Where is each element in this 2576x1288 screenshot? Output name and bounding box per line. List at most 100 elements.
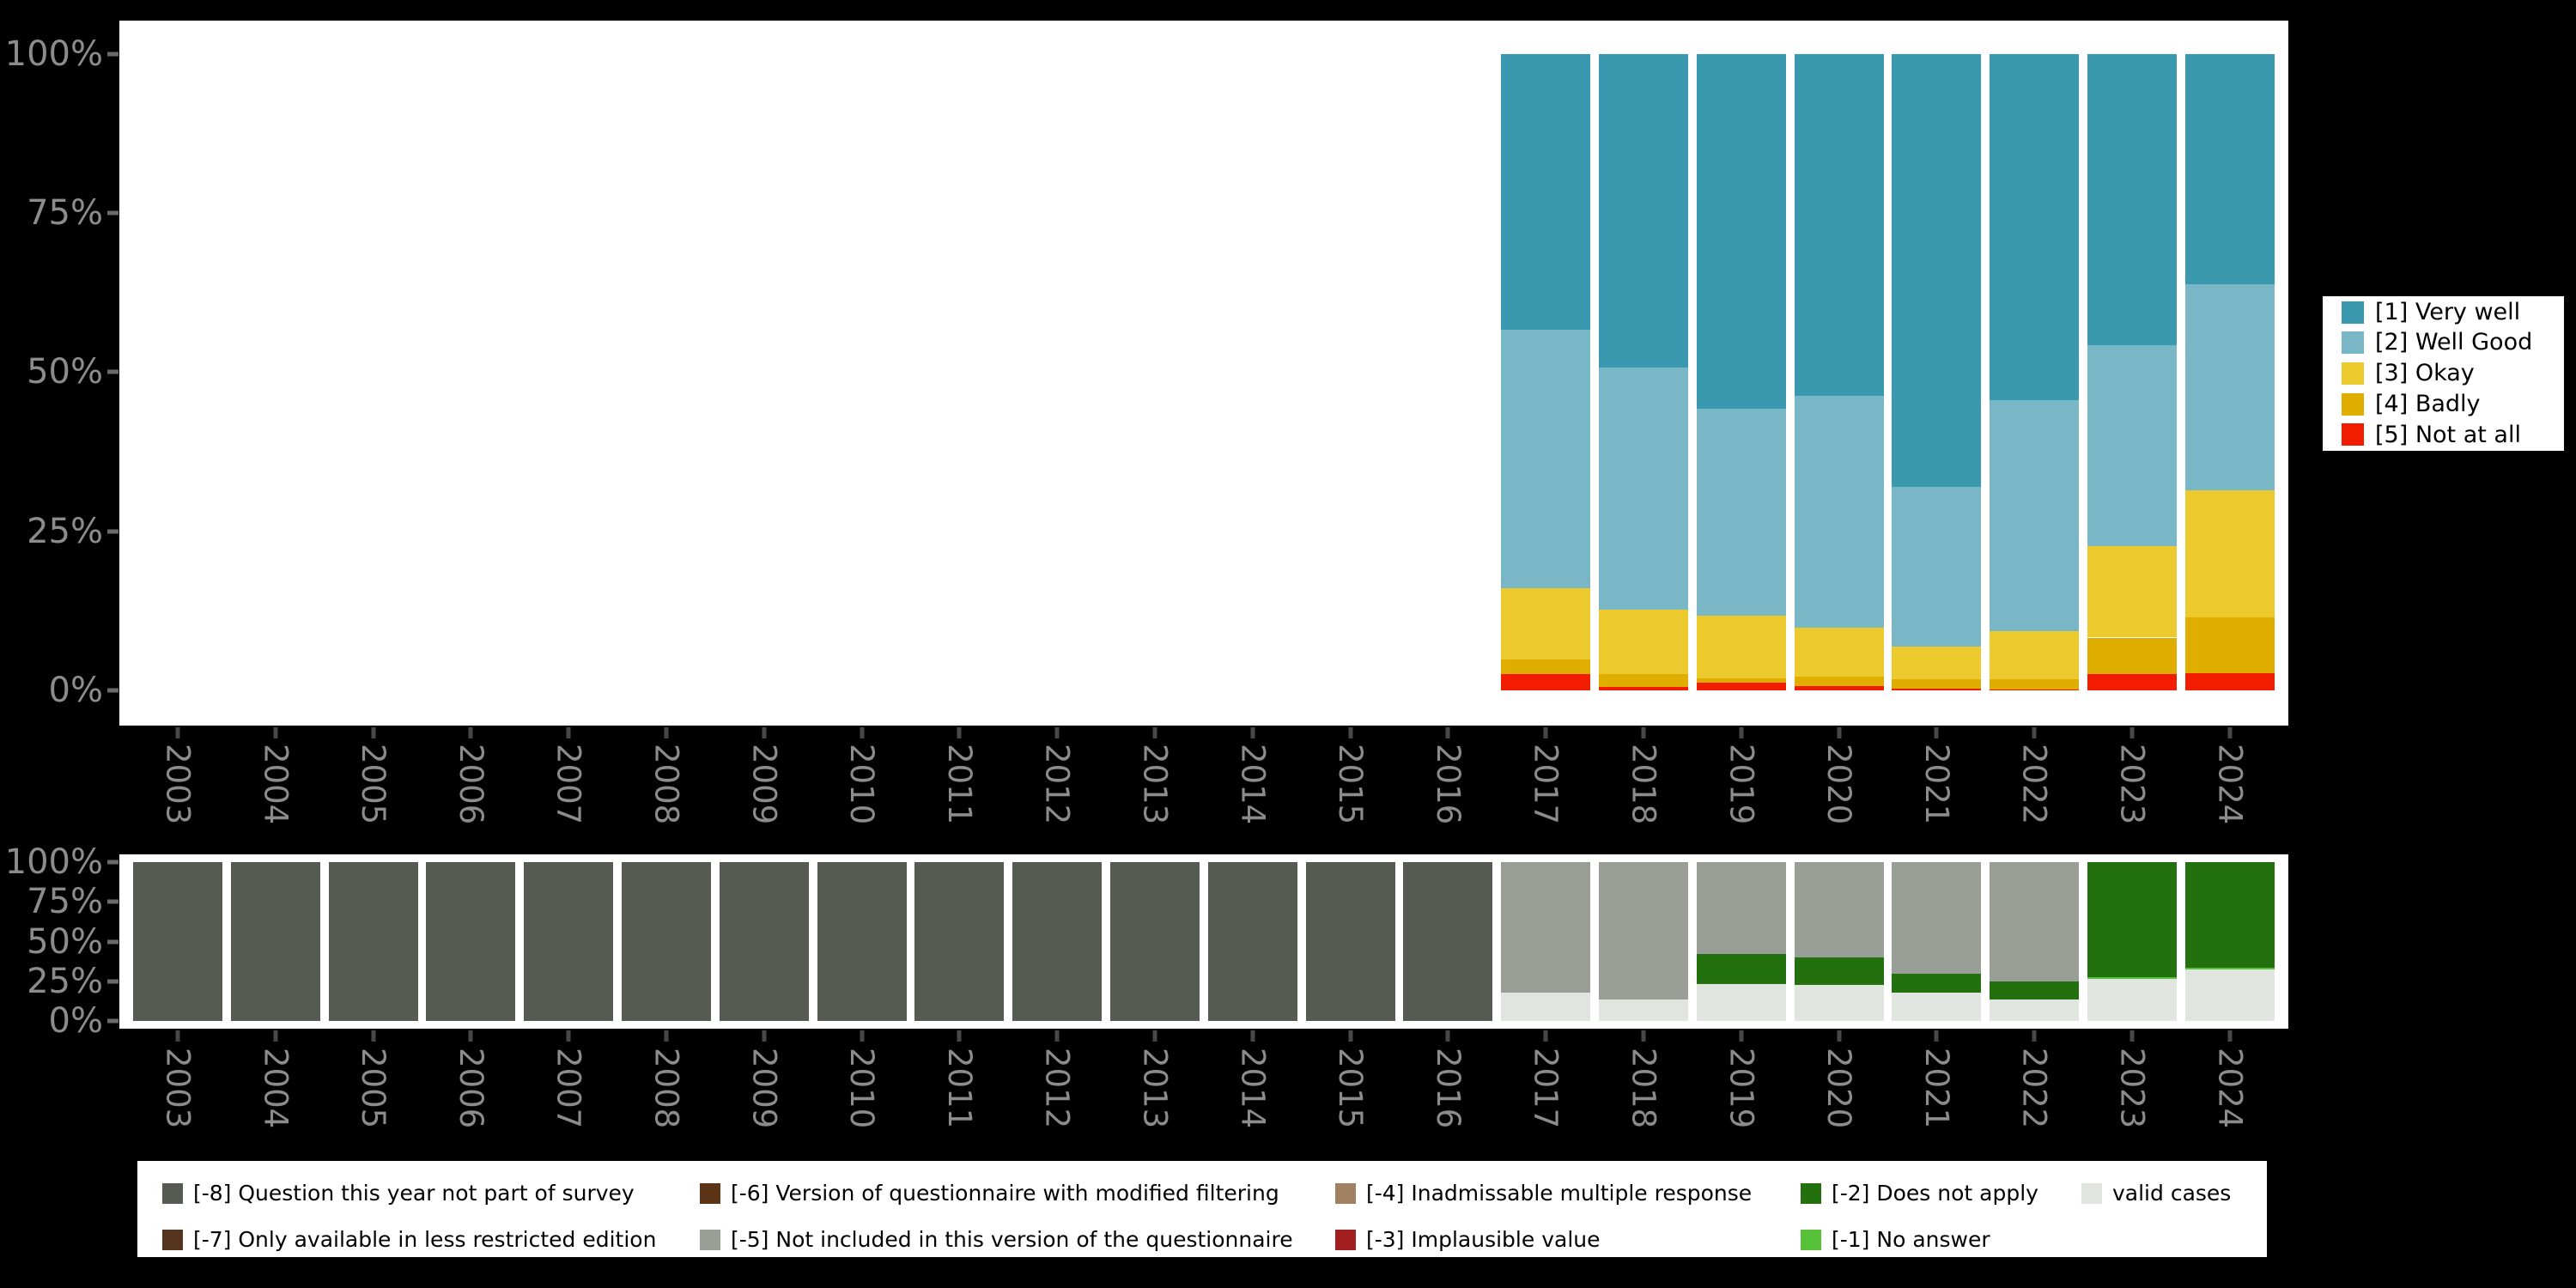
missing-legend-item: [-8] Question this year not part of surv… [162, 1182, 635, 1204]
y-tick-mark [107, 899, 118, 904]
bar-segment [1599, 862, 1688, 1000]
legend-swatch [162, 1229, 183, 1250]
bar-segment [1794, 54, 1884, 396]
legend-swatch [700, 1182, 720, 1204]
bar-2009 [719, 854, 809, 1029]
bar-segment [1794, 957, 1884, 986]
x-tick-label-2013: 2013 [1136, 744, 1174, 825]
bar-2010 [817, 854, 907, 1029]
x-tick-label-2007: 2007 [550, 744, 587, 825]
bar-segment [1990, 400, 2080, 632]
y-tick-label: 0% [48, 1001, 103, 1041]
bar-segment [1501, 329, 1591, 589]
bar-2012 [1012, 854, 1103, 1029]
x-tick-mark [762, 727, 767, 738]
x-tick-mark [468, 1030, 473, 1042]
x-tick-label-2015: 2015 [1332, 1048, 1370, 1129]
bar-segment [1794, 862, 1884, 958]
legend-swatch [2342, 362, 2364, 385]
bar-segment [2087, 977, 2177, 980]
x-tick-label-2009: 2009 [745, 1048, 783, 1129]
x-tick-mark [664, 727, 669, 738]
bar-segment [1012, 862, 1103, 1021]
bar-segment [2184, 284, 2275, 490]
bar-2019 [1696, 21, 1786, 726]
legend-swatch [2342, 331, 2364, 355]
bar-2020 [1794, 21, 1884, 726]
x-tick-mark [1348, 1030, 1353, 1042]
missing-legend-item: [-6] Version of questionnaire with modif… [700, 1182, 1279, 1204]
x-tick-mark [664, 1030, 669, 1042]
x-tick-label-2019: 2019 [1722, 1048, 1760, 1129]
bar-2005 [328, 854, 418, 1029]
bar-2003 [133, 854, 222, 1029]
x-tick-label-2010: 2010 [843, 744, 881, 825]
x-tick-mark [2032, 727, 2037, 738]
x-tick-mark [1054, 1030, 1060, 1042]
bar-segment [1696, 616, 1786, 678]
x-tick-label-2014: 2014 [1234, 1048, 1272, 1129]
legend-item: [4] Badly [2342, 392, 2564, 417]
y-tick-label: 75% [27, 193, 103, 233]
x-tick-mark [1739, 1030, 1744, 1042]
bar-segment [1599, 999, 1688, 1021]
bar-segment [1696, 984, 1786, 1021]
x-tick-label-2020: 2020 [1820, 1048, 1858, 1129]
missing-codes-legend: [-8] Question this year not part of surv… [137, 1161, 2267, 1257]
bar-segment [1794, 985, 1884, 1021]
bar-segment [1207, 862, 1297, 1021]
bar-segment [2184, 54, 2275, 285]
y-tick-label: 25% [27, 512, 103, 551]
bar-segment [1696, 862, 1786, 954]
bar-segment [2087, 344, 2177, 546]
bar-segment [914, 862, 1005, 1021]
legend-item-label: [3] Okay [2375, 360, 2475, 387]
bar-2004 [230, 854, 320, 1029]
legend-item: [2] Well Good [2342, 330, 2564, 355]
x-tick-mark [2227, 1030, 2233, 1042]
bar-2021 [1892, 854, 1982, 1029]
x-tick-label-2023: 2023 [2113, 744, 2151, 825]
legend-item: [3] Okay [2342, 361, 2564, 386]
x-tick-label-2012: 2012 [1038, 744, 1076, 825]
x-tick-label-2005: 2005 [355, 744, 392, 825]
bar-segment [2087, 862, 2177, 978]
bar-segment [2184, 617, 2275, 673]
x-tick-label-2016: 2016 [1429, 744, 1467, 825]
x-tick-label-2021: 2021 [1917, 1048, 1955, 1129]
bar-segment [1990, 631, 2080, 679]
bar-segment [1599, 367, 1688, 610]
x-tick-mark [566, 727, 571, 738]
y-tick-label: 0% [48, 671, 103, 710]
x-tick-mark [957, 727, 962, 738]
bar-segment [1892, 679, 1982, 689]
x-tick-label-2016: 2016 [1429, 1048, 1467, 1129]
bottom-chart-plot-area [119, 854, 2288, 1029]
x-tick-mark [2129, 1030, 2135, 1042]
response-scale-legend: [1] Very well [2] Well Good [3] Okay [4] Ba… [2320, 294, 2567, 453]
x-tick-mark [1934, 1030, 1939, 1042]
x-tick-mark [1250, 727, 1255, 738]
y-tick-mark [107, 688, 118, 693]
bar-segment [1501, 993, 1591, 1021]
x-tick-mark [1152, 727, 1157, 738]
bar-segment [1110, 862, 1200, 1021]
x-tick-mark [1152, 1030, 1157, 1042]
x-tick-label-2009: 2009 [745, 744, 783, 825]
x-tick-label-2014: 2014 [1234, 744, 1272, 825]
bar-segment [1696, 953, 1786, 985]
missing-legend-item: [-1] No answer [1801, 1229, 1990, 1250]
bar-segment [2184, 862, 2275, 968]
legend-item-label: [-2] Does not apply [1832, 1181, 2038, 1206]
x-tick-mark [273, 727, 278, 738]
x-tick-label-2023: 2023 [2113, 1048, 2151, 1129]
x-tick-label-2011: 2011 [940, 744, 978, 825]
bar-segment [719, 862, 809, 1021]
bar-segment [1599, 54, 1688, 368]
x-tick-label-2017: 2017 [1527, 744, 1564, 825]
bar-2015 [1305, 854, 1395, 1029]
bar-segment [1892, 486, 1982, 647]
legend-swatch [162, 1182, 183, 1204]
bar-segment [133, 862, 222, 1021]
